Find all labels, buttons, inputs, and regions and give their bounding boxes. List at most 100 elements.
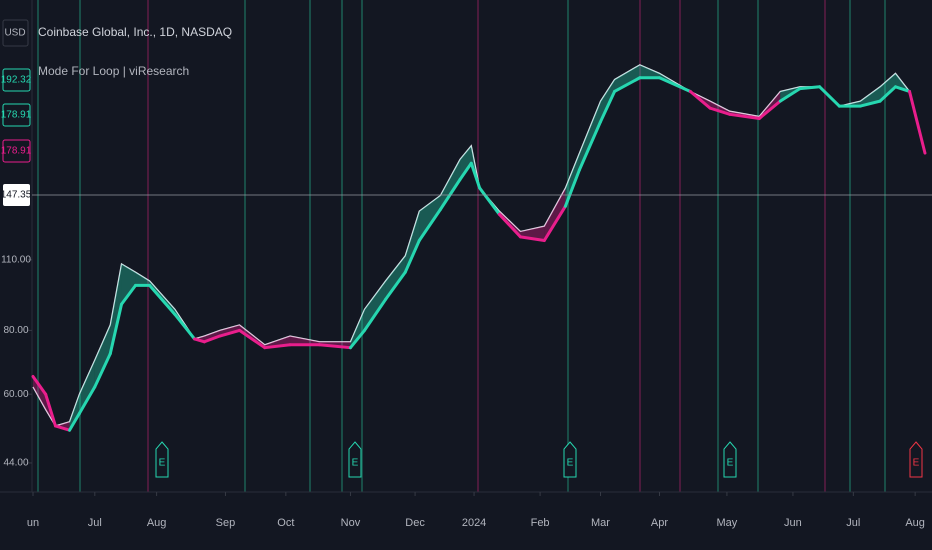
trail-line [44, 392, 57, 428]
trail-line [613, 76, 642, 93]
indicator-name: Mode For Loop | viResearch [38, 64, 189, 78]
trail-line [893, 85, 912, 93]
x-tick-label: Jul [88, 517, 102, 529]
price-label-box [2, 139, 31, 163]
trail-line [497, 212, 522, 239]
y-tick-label: 60.00 [3, 389, 28, 400]
y-tick-label: 110.00 [1, 254, 31, 265]
trail-fill [135, 272, 150, 286]
x-tick-label: Apr [651, 517, 668, 529]
trail-line [478, 186, 501, 216]
price-label-box [2, 103, 31, 127]
x-tick-label: May [717, 517, 738, 529]
trail-fill [710, 101, 730, 115]
trail-line [263, 343, 292, 350]
trail-line [202, 334, 222, 344]
trail-fill [174, 309, 195, 339]
currency: USD [4, 28, 25, 39]
x-tick-label: Oct [277, 517, 294, 529]
earnings-label: E [352, 458, 359, 469]
trail-fill [94, 324, 111, 387]
trail-line [318, 343, 352, 350]
trail-fill [121, 263, 136, 305]
trail-fill [659, 73, 691, 92]
trail-line [563, 168, 581, 208]
trail-line [657, 76, 692, 93]
trail-fill [544, 188, 566, 241]
trail-line [458, 161, 473, 181]
trail-line [53, 424, 72, 432]
y-tick-label: 80.00 [3, 325, 28, 336]
earnings-marker [723, 441, 737, 478]
trail-line [542, 204, 567, 242]
trail-fill [110, 263, 122, 354]
trail-line [348, 328, 367, 350]
x-tick-label: Sep [216, 517, 236, 529]
trail-fill [440, 159, 461, 210]
trail-line [193, 337, 206, 344]
chart-title: Coinbase Global, Inc., 1D, NASDAQ [38, 25, 232, 39]
trail-line [68, 411, 81, 432]
trail-line [363, 297, 388, 332]
earnings-label: E [567, 458, 574, 469]
trail-fill [759, 91, 781, 119]
trail-line [417, 208, 442, 242]
trail-line [908, 89, 927, 155]
trail-fill [419, 195, 441, 241]
x-tick-label: Nov [341, 517, 361, 529]
earnings-marker [909, 441, 923, 478]
trail-line [148, 283, 177, 316]
trail-line [688, 89, 712, 110]
trail-line [31, 374, 48, 396]
trail-line [93, 352, 112, 389]
trail-line [119, 283, 138, 306]
x-tick-label: Dec [405, 517, 425, 529]
earnings-label: E [913, 458, 920, 469]
trail-line [858, 99, 882, 108]
trail-line [237, 328, 267, 350]
earnings-marker [563, 441, 577, 478]
price-label: 192.32 [1, 75, 32, 86]
x-tick-label: un [27, 517, 39, 529]
trail-line [798, 85, 822, 91]
x-tick-label: Aug [147, 517, 167, 529]
x-tick-label: Jun [784, 517, 802, 529]
x-tick-label: Feb [531, 517, 550, 529]
x-tick-label: 2024 [462, 517, 486, 529]
trail-line [598, 89, 617, 124]
trail-line [728, 112, 761, 121]
x-tick-label: Jul [846, 517, 860, 529]
trail-line [757, 99, 782, 121]
earnings-label: E [159, 458, 166, 469]
x-tick-label: Mar [591, 517, 610, 529]
y-tick-label: 44.00 [3, 458, 28, 469]
trail-fill [880, 73, 896, 102]
trail-line [218, 328, 241, 338]
trail-line [77, 385, 97, 415]
price-label: 178.91 [1, 146, 32, 157]
trail-fill [79, 360, 95, 414]
trail-line [469, 161, 482, 190]
x-tick-label: Aug [905, 517, 925, 529]
trail-line [518, 235, 546, 242]
trail-fill [460, 145, 472, 180]
currency-box [2, 19, 29, 47]
trail-fill [565, 153, 580, 207]
earnings-label: E [727, 458, 734, 469]
trail-line [577, 120, 602, 172]
price-line [32, 64, 926, 427]
trail-fill [290, 336, 320, 345]
price-label: 178.91 [1, 110, 32, 121]
trail-line [384, 270, 407, 301]
earnings-marker [348, 441, 362, 478]
trail-line [708, 106, 732, 116]
trail-fill [614, 64, 640, 92]
trail-fill [579, 101, 601, 170]
trail-line [778, 87, 802, 103]
trail-fill [364, 280, 386, 331]
trail-fill [33, 376, 46, 410]
price-label-box [2, 68, 31, 92]
trail-line [108, 302, 123, 356]
trail-line [403, 238, 421, 274]
